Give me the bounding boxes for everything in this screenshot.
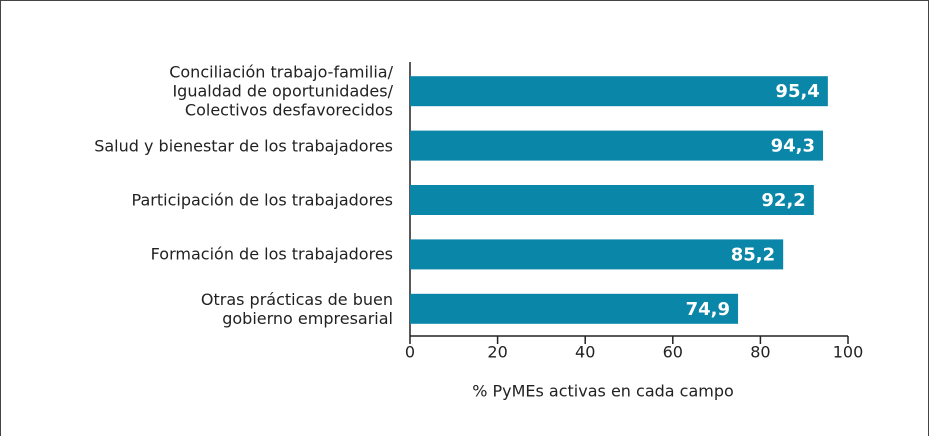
value-label: 92,2 — [761, 190, 805, 211]
bar — [410, 76, 828, 107]
x-tick-label: 60 — [663, 343, 683, 362]
bar — [410, 239, 784, 270]
x-tick-label: 0 — [405, 343, 415, 362]
value-label: 95,4 — [775, 81, 819, 102]
y-tick-label: Formación de los trabajadores — [150, 244, 393, 264]
bar — [410, 130, 824, 161]
value-label: 94,3 — [771, 136, 815, 157]
bar — [410, 185, 814, 215]
x-tick-label: 40 — [575, 343, 595, 362]
bar — [410, 293, 739, 324]
x-tick-label: 100 — [833, 343, 864, 362]
y-tick-label: Otras prácticas de buen gobierno empresa… — [200, 289, 393, 328]
value-label: 85,2 — [731, 244, 775, 265]
y-tick-label: Conciliación trabajo-familia/ Igualdad d… — [169, 62, 393, 120]
x-axis-title: % PyMEs activas en cada campo — [472, 382, 734, 401]
x-tick-label: 20 — [487, 343, 507, 362]
value-label: 74,9 — [686, 299, 730, 320]
x-tick-label: 80 — [750, 343, 770, 362]
y-tick-label: Salud y bienestar de los trabajadores — [94, 136, 393, 156]
y-tick-label: Participación de los trabajadores — [131, 190, 393, 210]
